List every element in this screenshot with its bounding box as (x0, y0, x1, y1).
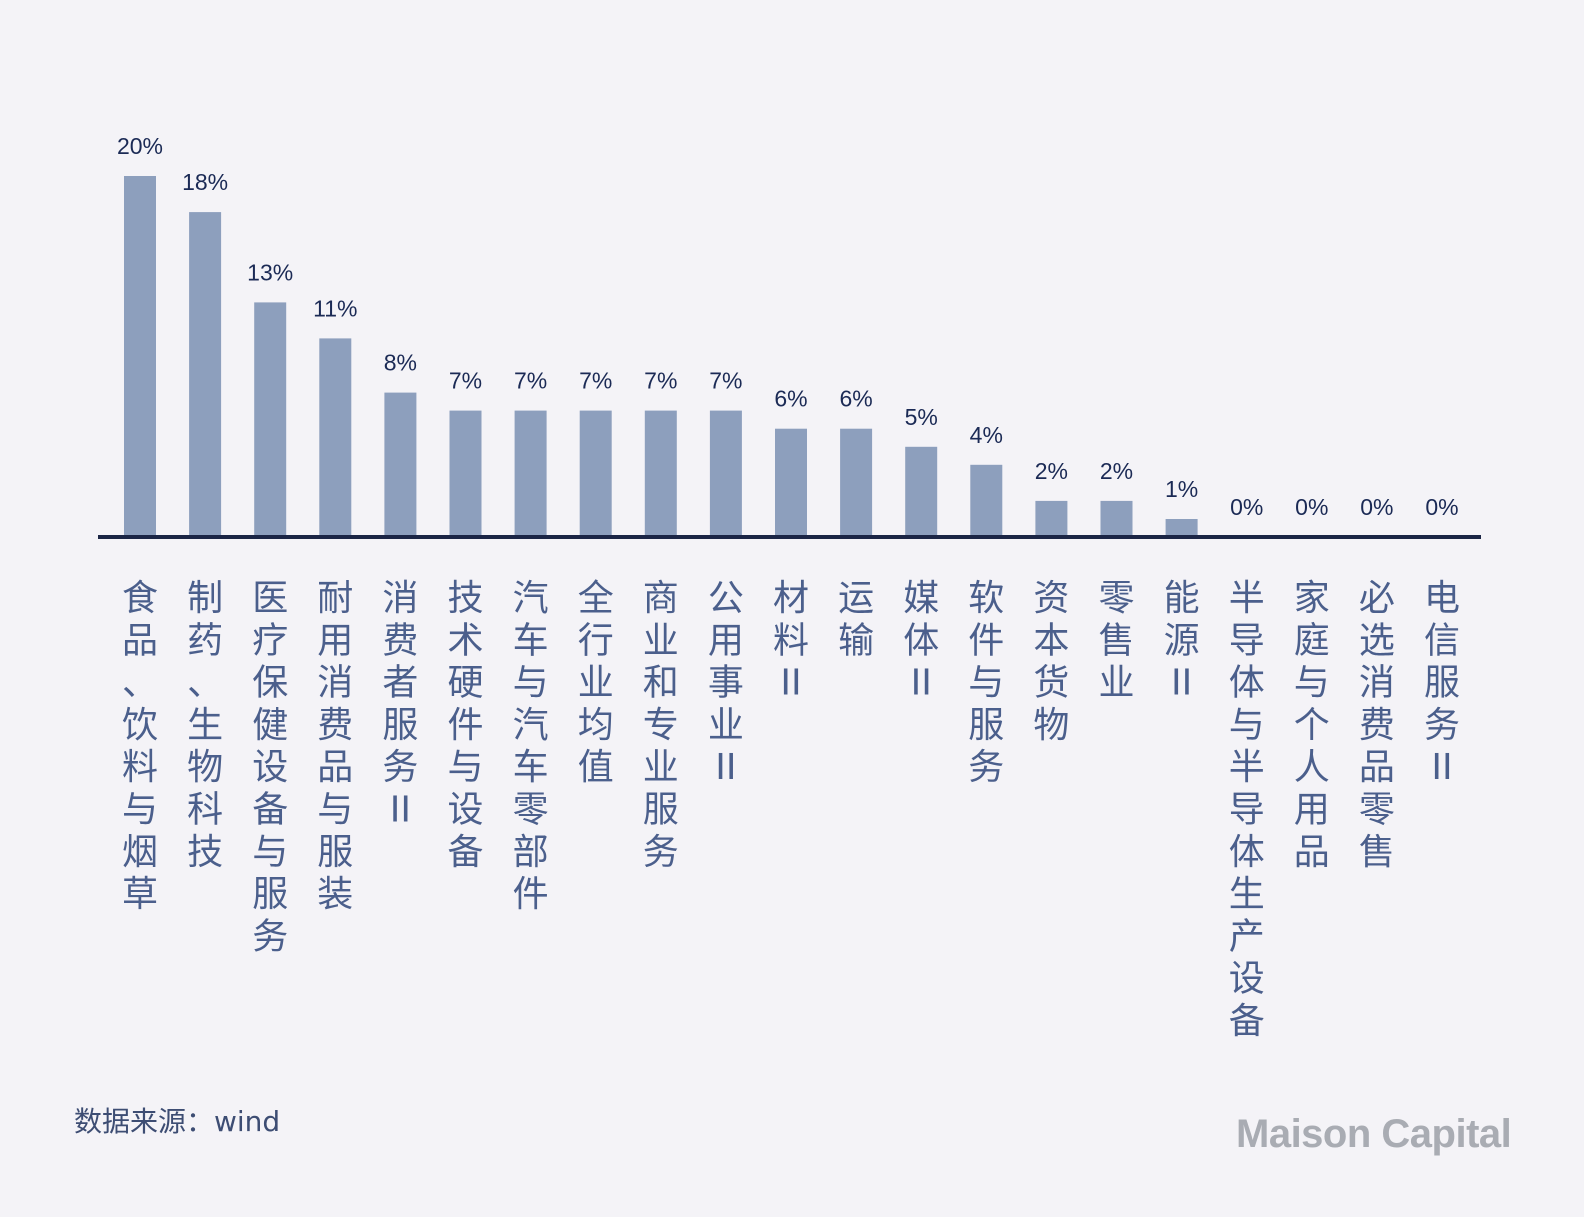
value-label-8: 7% (644, 368, 677, 394)
value-label-0: 20% (117, 133, 163, 159)
value-label-12: 5% (905, 404, 938, 430)
category-label-8: 商业和专业服务 (643, 578, 679, 873)
value-label-1: 18% (182, 169, 228, 195)
category-label-16: 能源 II (1164, 578, 1200, 704)
value-label-5: 7% (449, 368, 482, 394)
value-label-6: 7% (514, 368, 547, 394)
category-label-3: 耐用消费品与服装 (317, 578, 353, 915)
category-label-20: 电信服务 II (1424, 578, 1460, 788)
category-label-6: 汽车与汽车零部件 (513, 578, 549, 915)
value-label-20: 0% (1425, 494, 1458, 520)
category-label-19: 必选消费品零售 (1359, 578, 1395, 873)
value-label-4: 8% (384, 350, 417, 376)
bar-7 (579, 410, 612, 537)
value-label-7: 7% (579, 368, 612, 394)
bar-6 (514, 410, 547, 537)
category-label-10: 材料 II (773, 578, 809, 704)
category-label-12: 媒体 II (903, 578, 939, 704)
maison-capital-logo: Maison Capital (1236, 1112, 1512, 1156)
bar-12 (905, 446, 938, 538)
bar-0 (124, 176, 156, 537)
bar-14 (1035, 500, 1068, 537)
category-label-11: 运输 (838, 578, 874, 661)
category-label-1: 制药、生物科技 (187, 578, 223, 873)
value-label-15: 2% (1100, 458, 1133, 484)
category-label-17: 半导体与半导体生产设备 (1229, 578, 1265, 1042)
bar-13 (970, 464, 1003, 537)
category-label-13: 软件与服务 (968, 578, 1004, 788)
category-label-15: 零售业 (1098, 578, 1134, 704)
category-label-7: 全行业均值 (578, 578, 614, 788)
bar-2 (254, 302, 287, 538)
data-source-note: 数据来源：wind (74, 1105, 281, 1138)
value-label-14: 2% (1035, 458, 1068, 484)
bar-1 (189, 212, 222, 537)
value-label-16: 1% (1165, 476, 1198, 502)
value-label-11: 6% (839, 386, 872, 412)
category-label-2: 医疗保健设备与服务 (252, 578, 288, 957)
value-label-18: 0% (1295, 494, 1328, 520)
bar-5 (449, 410, 482, 537)
value-label-13: 4% (970, 422, 1003, 448)
bar-9 (709, 410, 742, 537)
category-label-4: 消费者服务 II (382, 578, 418, 831)
category-label-18: 家庭与个人用品 (1294, 578, 1330, 873)
bar-16 (1165, 519, 1198, 538)
value-label-2: 13% (247, 259, 293, 285)
value-label-19: 0% (1360, 494, 1393, 520)
bar-15 (1100, 500, 1133, 537)
category-label-0: 食品、饮料与烟草 (122, 578, 158, 915)
bar-4 (384, 392, 417, 537)
value-label-9: 7% (709, 368, 742, 394)
bar-10 (775, 428, 807, 537)
bar-3 (319, 338, 352, 537)
value-label-3: 11% (313, 295, 357, 321)
category-label-5: 技术硬件与设备 (447, 578, 483, 873)
bar-11 (840, 428, 873, 537)
bar-8 (644, 410, 677, 537)
category-label-14: 资本货物 (1033, 578, 1069, 746)
category-label-9: 公用事业 II (708, 578, 744, 788)
value-label-10: 6% (774, 386, 807, 412)
value-label-17: 0% (1230, 494, 1263, 520)
